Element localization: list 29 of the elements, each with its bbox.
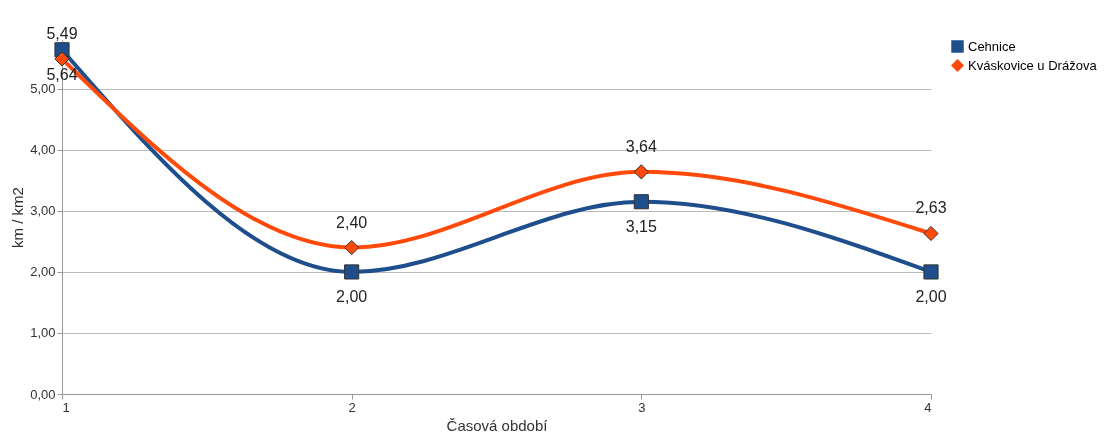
y-tick-label: 0,00 <box>30 386 56 402</box>
point <box>923 225 939 242</box>
x-tick-label: 2 <box>348 399 356 415</box>
y-tick-label: 5,00 <box>30 81 56 97</box>
data-label: 3,64 <box>625 137 658 155</box>
y-tick-label: 4,00 <box>30 142 56 158</box>
data-label: 5,49 <box>46 24 78 42</box>
point <box>344 264 360 280</box>
data-label: 5,64 <box>46 65 78 83</box>
point <box>923 264 939 280</box>
point <box>633 164 649 180</box>
x-axis-title: Časová období <box>446 416 549 434</box>
point <box>54 51 70 67</box>
legend-label: Cehnice <box>968 38 1016 54</box>
data-label: 2,00 <box>336 287 368 305</box>
data-label: 2,63 <box>915 199 947 217</box>
point <box>633 194 649 210</box>
x-tick-label: 3 <box>638 399 646 415</box>
data-label: 3,15 <box>625 217 658 235</box>
y-tick-label: 1,00 <box>30 325 56 341</box>
y-tick-label: 2,00 <box>30 264 56 280</box>
x-tick-label: 1 <box>62 399 70 415</box>
data-label: 2,00 <box>915 287 947 305</box>
x-tick-label: 4 <box>924 399 932 415</box>
y-tick-label: 3,00 <box>30 203 56 219</box>
point <box>344 239 360 256</box>
y-axis-title: km / km2 <box>9 187 27 248</box>
legend-label: Kváskovice u Drážova <box>968 57 1098 73</box>
data-label: 2,40 <box>336 213 368 231</box>
